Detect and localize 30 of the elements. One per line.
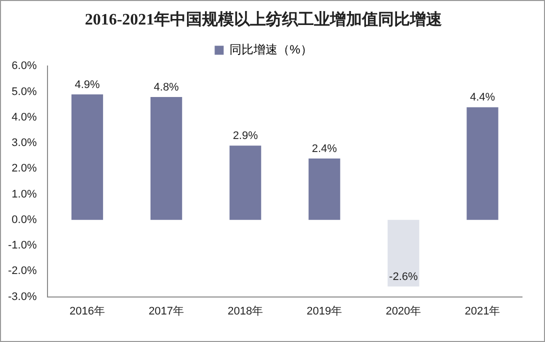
data-label: 2.9% (232, 130, 258, 142)
bar (150, 96, 182, 220)
bar (388, 220, 420, 287)
bar (230, 146, 262, 220)
y-tick-label: -3.0% (8, 290, 37, 303)
y-tick-label: 5.0% (12, 86, 37, 98)
data-label: -2.6% (389, 271, 418, 284)
data-label: 2.4% (312, 142, 338, 155)
data-label: 4.8% (154, 81, 180, 94)
x-tick-label: 2021年 (464, 305, 500, 318)
chart-title: 2016-2021年中国规模以上纺织工业增加值同比增速 (84, 10, 444, 29)
data-label: 4.4% (470, 92, 496, 104)
x-tick-label: 2019年 (306, 305, 342, 318)
x-tick-label: 2016年 (70, 305, 105, 318)
bar (466, 107, 498, 220)
y-tick-label: 0.0% (12, 214, 37, 226)
bar (71, 94, 104, 220)
y-tick-label: -1.0% (8, 240, 37, 252)
y-tick-label: 6.0% (12, 60, 37, 72)
y-tick-label: 3.0% (12, 137, 37, 150)
legend-label: 同比增速（%） (230, 42, 312, 57)
x-tick-label: 2018年 (228, 305, 264, 318)
data-label: 4.9% (74, 78, 100, 91)
y-tick-label: 4.0% (12, 111, 37, 124)
y-tick-label: 2.0% (12, 162, 37, 175)
x-tick-label: 2017年 (148, 305, 184, 318)
y-tick-label: -2.0% (8, 265, 37, 278)
bar (308, 158, 340, 220)
x-tick-label: 2020年 (386, 305, 422, 318)
y-tick-label: 1.0% (12, 188, 37, 200)
